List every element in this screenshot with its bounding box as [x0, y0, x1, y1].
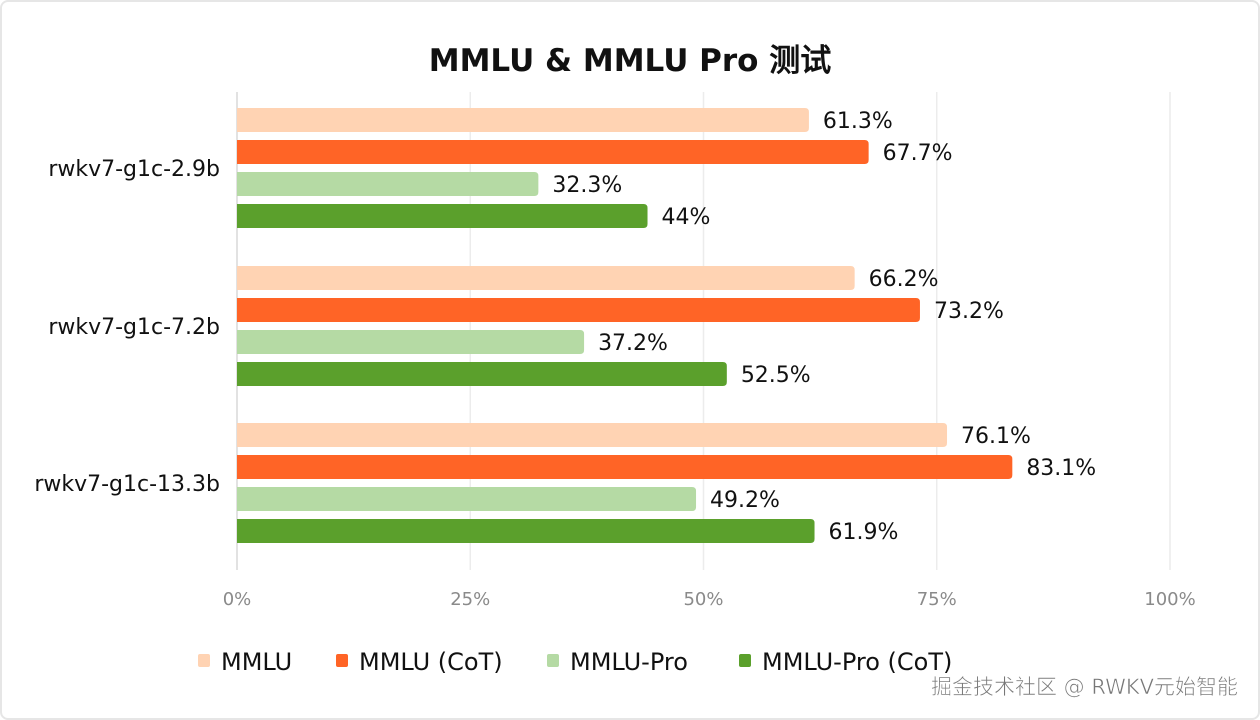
x-tick-label: 100% [1144, 589, 1195, 610]
bar-mmlu-pro-cot [237, 204, 648, 228]
legend-label: MMLU-Pro (CoT) [762, 648, 952, 676]
legend-label: MMLU (CoT) [359, 648, 503, 676]
data-label: 49.2% [710, 488, 780, 513]
category-label: rwkv7-g1c-7.2b [48, 315, 220, 340]
bar-mmlu-pro-cot [237, 519, 815, 543]
data-label: 52.5% [741, 363, 811, 388]
data-label: 61.9% [829, 520, 899, 545]
x-tick-label: 50% [683, 589, 723, 610]
x-tick-label: 75% [917, 589, 957, 610]
legend-label: MMLU [221, 648, 292, 676]
bar-mmlu-cot [237, 298, 920, 322]
data-label: 61.3% [823, 109, 893, 134]
legend-swatch [739, 654, 751, 667]
legend-item[interactable]: MMLU (CoT) [336, 648, 503, 676]
bar-mmlu [237, 108, 809, 132]
legend-swatch [547, 654, 559, 667]
category-label: rwkv7-g1c-2.9b [48, 157, 220, 182]
x-tick-label: 0% [223, 589, 252, 610]
legend-item[interactable]: MMLU [198, 648, 292, 676]
category-label: rwkv7-g1c-13.3b [34, 472, 220, 497]
data-label: 66.2% [869, 267, 939, 292]
bar-mmlu [237, 266, 855, 290]
chart-title: MMLU & MMLU Pro 测试 [429, 43, 832, 79]
legend-item[interactable]: MMLU-Pro [547, 648, 688, 676]
bar-mmlu-pro [237, 330, 585, 354]
x-tick-label: 25% [450, 589, 490, 610]
data-label: 73.2% [934, 299, 1004, 324]
data-label: 76.1% [961, 424, 1031, 449]
watermark: 掘金技术社区 @ RWKV元始智能 [931, 675, 1238, 699]
bar-mmlu-pro-cot [237, 362, 727, 386]
bar-mmlu-cot [237, 455, 1013, 479]
bar-mmlu-pro [237, 172, 539, 196]
data-label: 83.1% [1026, 456, 1096, 481]
data-label: 37.2% [598, 331, 668, 356]
data-label: 67.7% [883, 141, 953, 166]
data-label: 32.3% [552, 173, 622, 198]
bar-mmlu [237, 423, 948, 447]
legend-item[interactable]: MMLU-Pro (CoT) [739, 648, 952, 676]
legend-swatch [198, 654, 210, 667]
bar-mmlu-pro [237, 487, 697, 511]
data-label: 44% [662, 205, 711, 230]
legend-swatch [336, 654, 348, 667]
legend-label: MMLU-Pro [570, 648, 688, 676]
bar-mmlu-cot [237, 140, 869, 164]
